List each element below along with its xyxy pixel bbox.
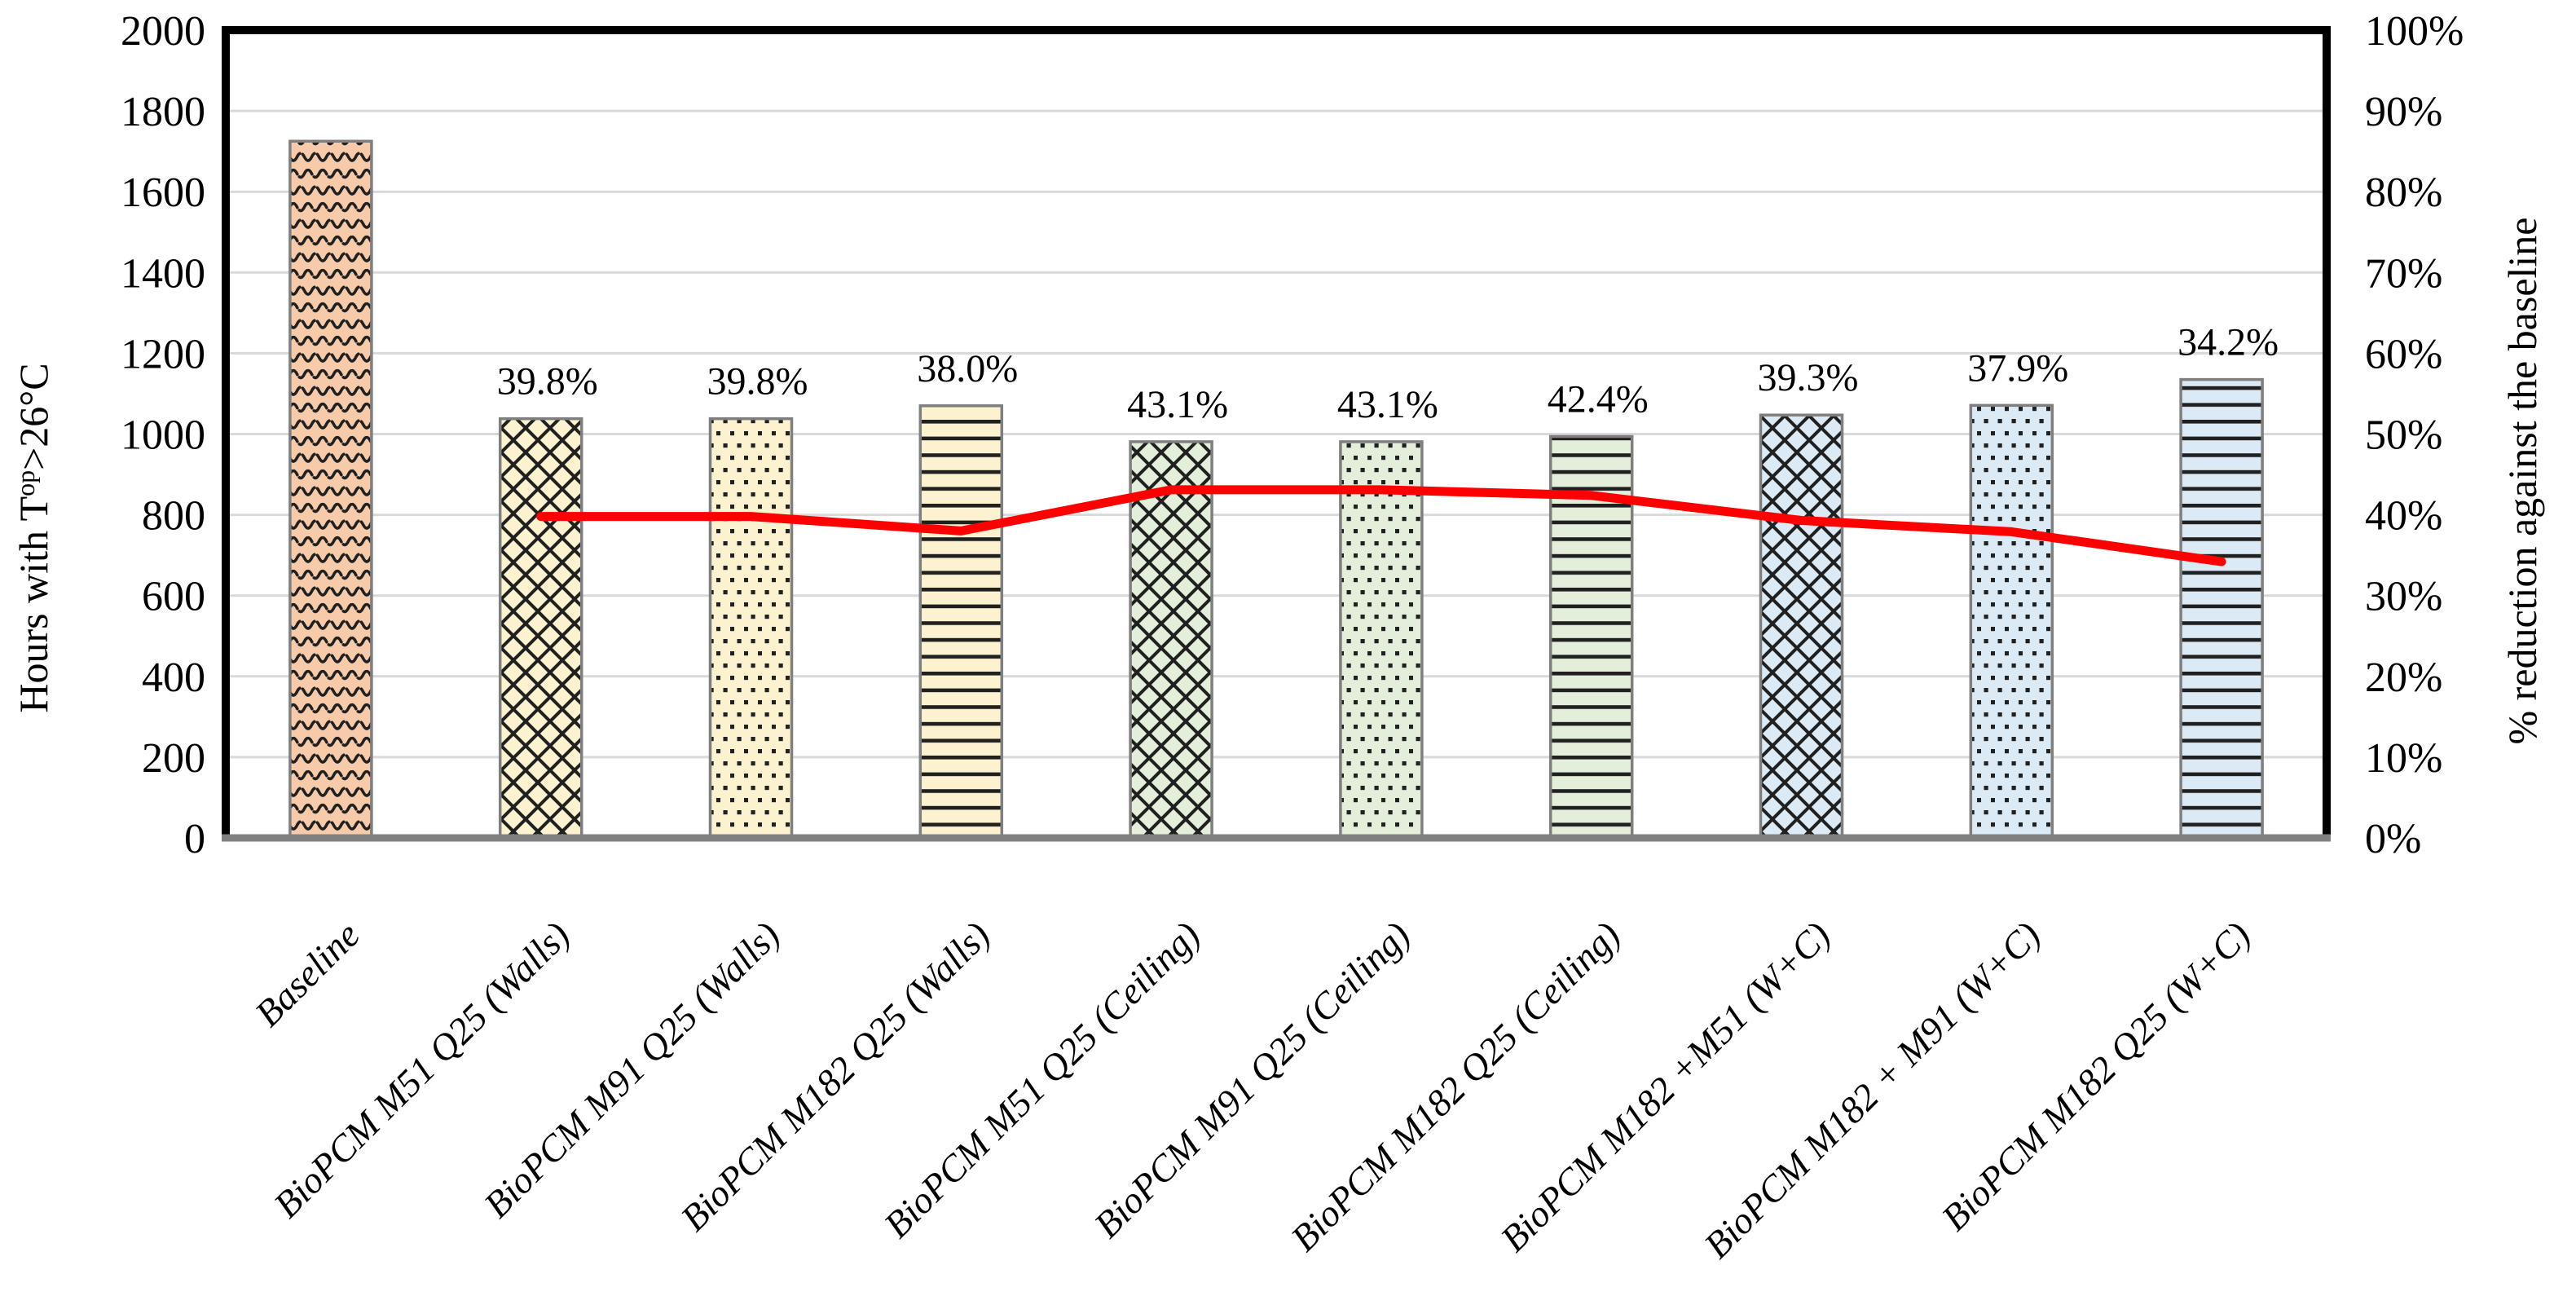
y-left-tick-label: 1200: [121, 331, 205, 377]
y-left-tick-label: 1800: [121, 89, 205, 135]
y-left-tick-label: 1000: [121, 412, 205, 459]
data-labels: 39.8% 39.8% 38.0% 43.1% 43.1% 42.4% 39.3% 37.9%…: [497, 321, 2279, 426]
y-right-tick-label: 30%: [2365, 574, 2442, 620]
y-right-tick-label: 80%: [2365, 170, 2442, 216]
bar-6: [1548, 434, 1634, 840]
y-right-tick-label: 50%: [2365, 412, 2442, 459]
y-left-ticks: 0 200 400 600 800 1000 1200 1400 1600 1800 2000: [121, 8, 205, 862]
bar-7: [1759, 413, 1844, 840]
reduction-line: [536, 485, 2226, 566]
bar-0: [288, 139, 373, 840]
bar-series: [288, 139, 2264, 840]
y-left-tick-label: 2000: [121, 8, 205, 55]
y-right-axis-title: % reduction against the baseline: [2499, 218, 2545, 745]
y-left-tick-label: 400: [142, 655, 205, 701]
data-label-3: 38.0%: [917, 347, 1018, 390]
y-right-tick-label: 20%: [2365, 655, 2442, 701]
bar-4: [1129, 440, 1213, 840]
y-right-tick-label: 60%: [2365, 331, 2442, 377]
y-right-tick-label: 10%: [2365, 735, 2442, 782]
bar-5: [1339, 440, 1424, 840]
data-label-1: 39.8%: [497, 360, 598, 403]
data-label-5: 43.1%: [1337, 383, 1438, 426]
y-right-tick-label: 40%: [2365, 493, 2442, 540]
data-label-4: 43.1%: [1127, 383, 1228, 426]
y-left-tick-label: 800: [142, 493, 205, 540]
bar-1: [498, 417, 583, 840]
data-label-8: 37.9%: [1967, 346, 2068, 390]
y-left-tick-label: 1600: [121, 170, 205, 216]
plot-frame: [222, 26, 2331, 842]
data-label-7: 39.3%: [1758, 356, 1859, 399]
bar-8: [1969, 403, 2054, 840]
data-label-9: 34.2%: [2177, 321, 2279, 364]
y-right-ticks: 0% 10% 20% 30% 40% 50% 60% 70% 80% 90% 100%: [2365, 8, 2464, 862]
y-right-tick-label: 90%: [2365, 89, 2442, 135]
bar-3: [918, 404, 1004, 840]
y-right-tick-label: 70%: [2365, 250, 2442, 297]
y-left-tick-label: 0: [184, 816, 205, 862]
y-left-tick-label: 200: [142, 735, 205, 782]
y-right-tick-label: 100%: [2365, 8, 2464, 55]
y-left-tick-label: 600: [142, 574, 205, 620]
bar-2: [708, 417, 794, 840]
y-left-tick-label: 1400: [121, 250, 205, 297]
y-left-axis-title: Hours with Top>26°C: [11, 363, 56, 712]
data-label-6: 42.4%: [1548, 377, 1649, 421]
y-right-tick-label: 0%: [2365, 816, 2421, 862]
data-label-2: 39.8%: [707, 360, 808, 403]
bar-9: [2179, 377, 2264, 840]
